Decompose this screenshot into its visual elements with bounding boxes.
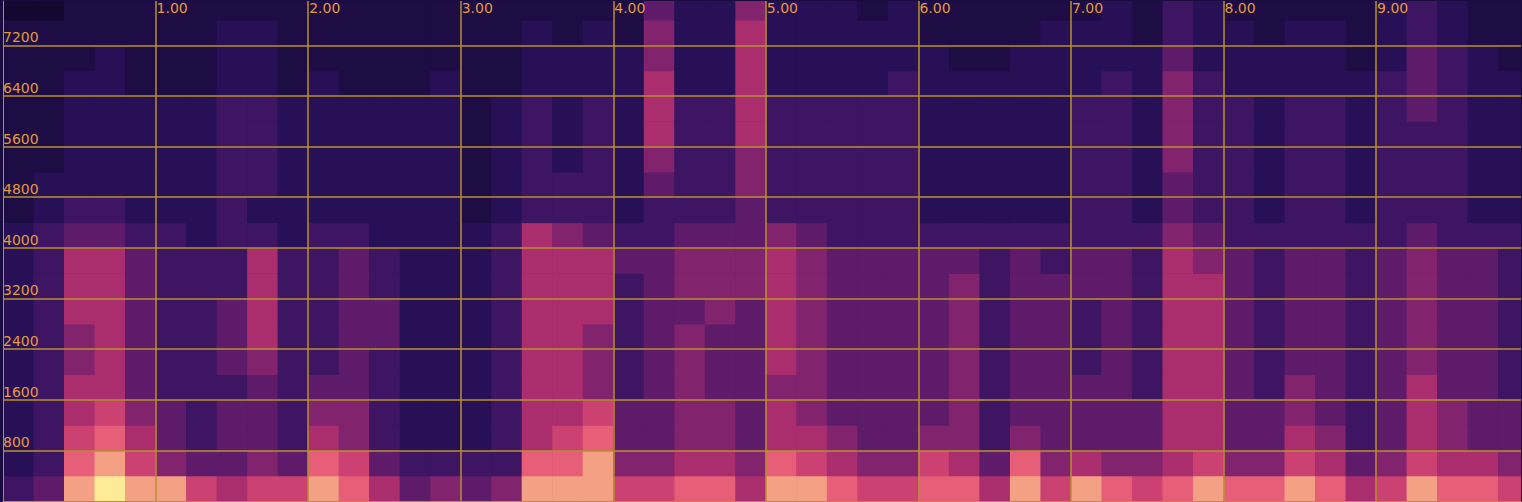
svg-text:3200: 3200 bbox=[3, 282, 39, 298]
svg-text:6.00: 6.00 bbox=[919, 0, 950, 16]
svg-text:7200: 7200 bbox=[3, 29, 39, 45]
svg-text:6400: 6400 bbox=[3, 80, 39, 96]
svg-text:4000: 4000 bbox=[3, 232, 39, 248]
svg-text:9.00: 9.00 bbox=[1377, 0, 1408, 16]
svg-text:3.00: 3.00 bbox=[462, 0, 493, 16]
svg-text:1.00: 1.00 bbox=[157, 0, 188, 16]
svg-text:1600: 1600 bbox=[3, 384, 39, 400]
svg-text:7.00: 7.00 bbox=[1072, 0, 1103, 16]
svg-text:5.00: 5.00 bbox=[767, 0, 798, 16]
svg-text:4.00: 4.00 bbox=[614, 0, 645, 16]
svg-text:800: 800 bbox=[3, 434, 30, 450]
svg-text:2.00: 2.00 bbox=[309, 0, 340, 16]
svg-text:5600: 5600 bbox=[3, 131, 39, 147]
svg-text:4800: 4800 bbox=[3, 181, 39, 197]
svg-text:8.00: 8.00 bbox=[1225, 0, 1256, 16]
svg-text:2400: 2400 bbox=[3, 333, 39, 349]
